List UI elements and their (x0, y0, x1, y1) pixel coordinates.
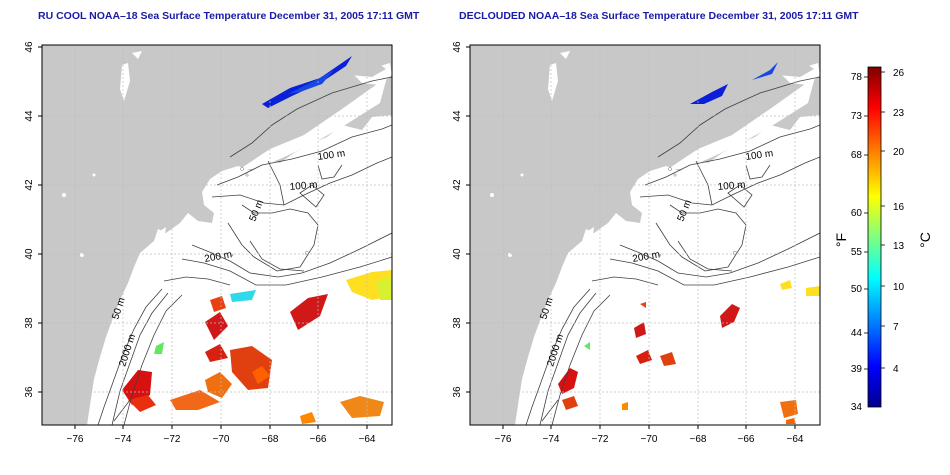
c-tick-label: 10 (893, 282, 905, 293)
contour-label-200m: 200 m (632, 249, 661, 265)
lon-tick-label: −70 (213, 434, 230, 445)
f-tick-label: 68 (851, 150, 863, 161)
lon-tick-label: −72 (592, 434, 609, 445)
lon-tick-label: −72 (164, 434, 181, 445)
c-tick-label: 26 (893, 68, 905, 79)
lat-tick-label: 40 (452, 248, 463, 260)
f-tick-label: 44 (851, 328, 863, 339)
lat-tick-label: 42 (452, 179, 463, 191)
lat-tick-label: 36 (24, 386, 35, 398)
lon-tick-label: −66 (738, 434, 755, 445)
right-grid-lines (470, 45, 820, 425)
c-tick-label: 7 (893, 322, 899, 333)
colorbar: 78 73 68 60 55 50 44 39 34 26 23 20 16 1… (833, 66, 933, 413)
left-map-panel: 100 m 100 m 50 m 200 m 50 m 2000 m −76 −… (24, 41, 393, 445)
lon-tick-label: −70 (641, 434, 658, 445)
f-tick-label: 34 (851, 402, 863, 413)
right-lon-axis: −76 −74 −72 −70 −68 −66 −64 (495, 425, 804, 445)
f-tick-label: 39 (851, 364, 863, 375)
contour-label-100m: 100 m (745, 148, 774, 163)
c-tick-label: 23 (893, 108, 905, 119)
c-tick-label: 20 (893, 147, 905, 158)
left-lat-axis: 36 38 40 42 44 46 (24, 41, 42, 398)
lon-tick-label: −76 (495, 434, 512, 445)
lon-tick-label: −74 (543, 434, 560, 445)
lon-tick-label: −68 (262, 434, 279, 445)
lat-tick-label: 46 (452, 41, 463, 53)
left-grid-lines (42, 45, 392, 425)
lon-tick-label: −74 (115, 434, 132, 445)
right-lat-axis: 36 38 40 42 44 46 (452, 41, 470, 398)
f-tick-label: 60 (851, 208, 863, 219)
fahrenheit-scale: 78 73 68 60 55 50 44 39 34 (851, 72, 863, 413)
fahrenheit-label: °F (833, 233, 849, 247)
contour-label-100m: 100 m (717, 180, 746, 193)
f-tick-label: 50 (851, 284, 863, 295)
contour-label-100m: 100 m (289, 180, 318, 193)
lon-tick-label: −68 (690, 434, 707, 445)
right-sst-patches (558, 62, 820, 424)
lat-tick-label: 44 (452, 110, 463, 122)
lon-tick-label: −64 (787, 434, 804, 445)
lat-tick-label: 38 (452, 317, 463, 329)
celsius-scale: 26 23 20 16 13 10 7 4 (893, 68, 905, 375)
left-map-title: RU COOL NOAA–18 Sea Surface Temperature … (38, 10, 420, 22)
lon-tick-label: −76 (67, 434, 84, 445)
contour-label-100m: 100 m (317, 148, 346, 163)
right-map-panel: 100 m 100 m 50 m 200 m 50 m 2000 m −76 −… (452, 41, 821, 445)
f-tick-label: 73 (851, 111, 863, 122)
c-tick-label: 4 (893, 364, 899, 375)
lat-tick-label: 46 (24, 41, 35, 53)
lat-tick-label: 38 (24, 317, 35, 329)
c-tick-label: 13 (893, 241, 905, 252)
lat-tick-label: 44 (24, 110, 35, 122)
colorbar-gradient (867, 66, 882, 408)
lat-tick-label: 40 (24, 248, 35, 260)
lat-tick-label: 36 (452, 386, 463, 398)
contour-label-200m: 200 m (204, 249, 233, 265)
lon-tick-label: −66 (310, 434, 327, 445)
c-tick-label: 16 (893, 202, 905, 213)
f-tick-label: 55 (851, 247, 863, 258)
lat-tick-label: 42 (24, 179, 35, 191)
f-tick-label: 78 (851, 72, 863, 83)
celsius-label: °C (917, 232, 933, 248)
lon-tick-label: −64 (359, 434, 376, 445)
right-map-title: DECLOUDED NOAA–18 Sea Surface Temperatur… (459, 10, 859, 22)
left-sst-patches (122, 56, 392, 424)
left-lon-axis: −76 −74 −72 −70 −68 −66 −64 (67, 425, 376, 445)
